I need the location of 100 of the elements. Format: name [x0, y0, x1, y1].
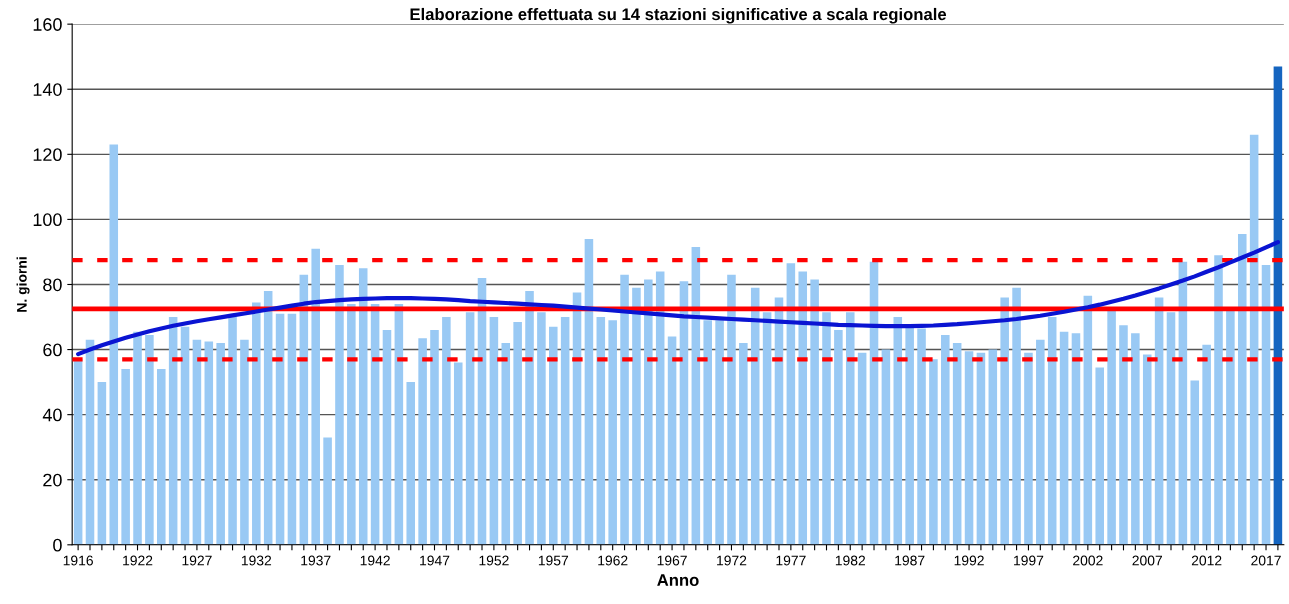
x-tick-label: 2002	[1073, 555, 1103, 566]
bar	[893, 317, 903, 545]
bar	[394, 304, 404, 545]
bar	[739, 343, 748, 545]
bar	[857, 352, 867, 545]
bar	[881, 349, 891, 545]
bar	[442, 317, 451, 545]
y-tick-label: 40	[42, 408, 62, 422]
bar	[192, 339, 202, 545]
bar	[762, 312, 772, 545]
bar	[1012, 287, 1021, 545]
bar	[418, 338, 427, 545]
bar	[311, 248, 320, 545]
bar	[489, 317, 499, 545]
x-tick-label: 1937	[301, 555, 331, 566]
bar	[109, 144, 119, 545]
x-axis-title: Anno	[657, 574, 699, 586]
bar	[430, 330, 439, 545]
x-tick-label: 1952	[479, 555, 509, 566]
bar	[1083, 295, 1093, 545]
bar	[632, 287, 641, 545]
x-tick-label: 1922	[123, 555, 153, 566]
bar	[691, 247, 701, 545]
bar	[97, 382, 107, 545]
x-tick-label: 2017	[1251, 555, 1281, 566]
bar	[703, 320, 712, 545]
bar	[1095, 367, 1104, 545]
x-tick-label: 1947	[420, 555, 450, 566]
bar	[560, 317, 570, 545]
bar	[358, 268, 368, 545]
x-tick-label: 1927	[182, 555, 212, 566]
bar	[1202, 344, 1211, 545]
bar	[572, 292, 582, 545]
bar	[608, 320, 617, 545]
x-tick-label: 1967	[657, 555, 687, 566]
y-tick-label: 0	[53, 538, 62, 552]
bar	[73, 359, 83, 545]
x-tick-label: 1972	[717, 555, 747, 566]
y-tick-label: 100	[33, 213, 62, 227]
bar	[810, 279, 819, 545]
bar	[347, 304, 356, 545]
y-tick-label: 60	[43, 343, 62, 357]
bar	[988, 349, 998, 545]
bar	[157, 369, 166, 545]
bar	[750, 287, 760, 545]
chart-title: Elaborazione effettuata su 14 stazioni significative a scala regionale	[410, 7, 947, 24]
bar	[513, 321, 522, 545]
bar	[952, 343, 962, 545]
bar	[465, 312, 475, 545]
bar	[941, 334, 950, 545]
bar	[168, 317, 178, 545]
bar	[845, 312, 855, 545]
bar	[406, 382, 416, 545]
bar	[501, 343, 511, 545]
x-tick-label: 1992	[954, 555, 984, 566]
bar	[584, 238, 594, 545]
bar	[1036, 339, 1045, 545]
bar	[655, 271, 665, 545]
bar	[1166, 312, 1176, 545]
x-tick-label: 2012	[1191, 555, 1222, 566]
bar	[667, 336, 677, 545]
bar	[323, 437, 332, 545]
x-tick-label: 1957	[538, 555, 569, 566]
y-axis-title: N. giorni	[16, 257, 30, 312]
bar	[204, 341, 214, 545]
bar	[263, 290, 273, 545]
bar	[644, 279, 653, 545]
bar	[596, 317, 606, 545]
bar	[786, 263, 796, 545]
line-series	[76, 240, 1280, 357]
x-tick-label: 1987	[895, 555, 925, 566]
bar	[1273, 66, 1283, 545]
x-tick-label: 1962	[598, 555, 628, 566]
bar	[525, 290, 534, 545]
bar	[382, 330, 392, 545]
bar	[1059, 331, 1069, 545]
x-tick-label: 1982	[835, 555, 866, 566]
bar	[121, 369, 130, 545]
bar	[85, 339, 95, 545]
bar	[929, 359, 938, 545]
bar	[905, 326, 914, 545]
bar	[1071, 333, 1081, 545]
bar	[537, 312, 546, 545]
bar	[1024, 352, 1033, 545]
bar	[1190, 380, 1200, 545]
y-tick-label: 120	[33, 148, 62, 162]
x-tick-label: 2007	[1132, 555, 1162, 566]
x-tick-label: 1916	[63, 555, 93, 566]
y-tick-label: 80	[43, 278, 62, 292]
bar	[715, 320, 724, 545]
bar	[1107, 308, 1116, 545]
bar	[822, 312, 831, 545]
bar	[1261, 264, 1271, 545]
y-tick-label: 140	[33, 83, 62, 96]
bar	[228, 317, 237, 545]
x-tick-label: 1997	[1014, 555, 1044, 566]
bar	[727, 274, 736, 545]
bar	[180, 326, 190, 545]
bar	[1226, 310, 1235, 545]
x-tick-label: 1977	[776, 555, 806, 566]
